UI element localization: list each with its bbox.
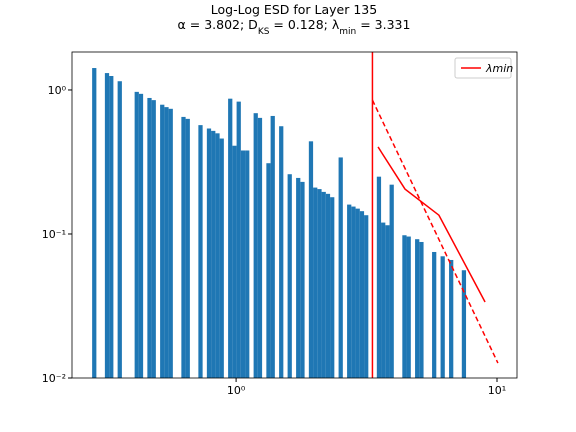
- bar: [151, 100, 156, 379]
- bar: [219, 138, 224, 378]
- bar: [232, 145, 237, 378]
- bar: [381, 222, 386, 378]
- bar: [313, 187, 318, 378]
- bar: [198, 125, 203, 378]
- bar: [385, 225, 390, 378]
- y-tick-label: 10⁻¹: [42, 228, 66, 241]
- bar: [355, 208, 360, 378]
- fit-line: [371, 99, 499, 364]
- bar: [257, 117, 263, 378]
- bar: [240, 150, 246, 378]
- bar: [415, 239, 420, 378]
- bar: [308, 141, 314, 378]
- bar: [117, 81, 122, 378]
- bar: [245, 150, 250, 378]
- bar: [185, 118, 190, 378]
- bar: [253, 113, 258, 379]
- bar: [338, 157, 343, 378]
- subscript: KS: [258, 27, 270, 37]
- bar: [300, 181, 305, 378]
- bar: [419, 241, 424, 378]
- bar: [134, 91, 139, 378]
- bar: [364, 215, 369, 378]
- subscript: min: [339, 27, 356, 37]
- bar: [206, 128, 212, 378]
- bar: [270, 115, 275, 378]
- legend-box: [454, 57, 512, 79]
- x-tick-label: 10⁰: [227, 384, 246, 397]
- y-tick-label: 10⁻²: [42, 372, 66, 385]
- bar: [317, 189, 322, 378]
- bar: [321, 191, 326, 378]
- bar: [440, 256, 445, 378]
- bar: [236, 101, 241, 378]
- bar: [389, 184, 394, 378]
- chart-subtitle: α = 3.802; DKS = 0.128; λmin = 3.331: [178, 17, 411, 37]
- bar: [296, 177, 301, 378]
- bar: [347, 204, 352, 378]
- chart-title: Log-Log ESD for Layer 135: [211, 2, 377, 17]
- bar: [279, 126, 284, 378]
- bar: [266, 163, 271, 378]
- bar: [181, 116, 186, 378]
- bar: [330, 197, 335, 378]
- bar: [359, 211, 365, 378]
- bar: [147, 97, 152, 378]
- bar: [92, 68, 97, 379]
- bar: [432, 251, 437, 378]
- bar: [406, 236, 411, 378]
- bar: [376, 176, 382, 378]
- bar: [109, 76, 114, 378]
- bar: [325, 193, 331, 378]
- bar: [211, 130, 216, 378]
- bar: [402, 235, 407, 378]
- bar: [461, 270, 467, 378]
- bar: [138, 93, 144, 378]
- legend-label: λmin: [485, 62, 513, 75]
- subtitle-part: α = 3.802; D: [178, 17, 258, 32]
- bar: [104, 73, 110, 378]
- axes-frame: [71, 51, 518, 379]
- x-tick-label: 10¹: [488, 384, 506, 397]
- bar: [351, 206, 356, 378]
- bar: [160, 104, 165, 378]
- bar: [228, 98, 233, 378]
- subtitle-part: = 0.128; λ: [269, 17, 339, 32]
- plot-area: [92, 52, 499, 379]
- bar: [287, 174, 292, 378]
- bar: [215, 133, 220, 378]
- bar: [449, 259, 454, 378]
- bar: [168, 108, 173, 378]
- fit-line: [377, 146, 486, 303]
- subtitle-part: = 3.331: [356, 17, 410, 32]
- y-tick-label: 10⁰: [48, 84, 67, 97]
- bar: [164, 107, 169, 378]
